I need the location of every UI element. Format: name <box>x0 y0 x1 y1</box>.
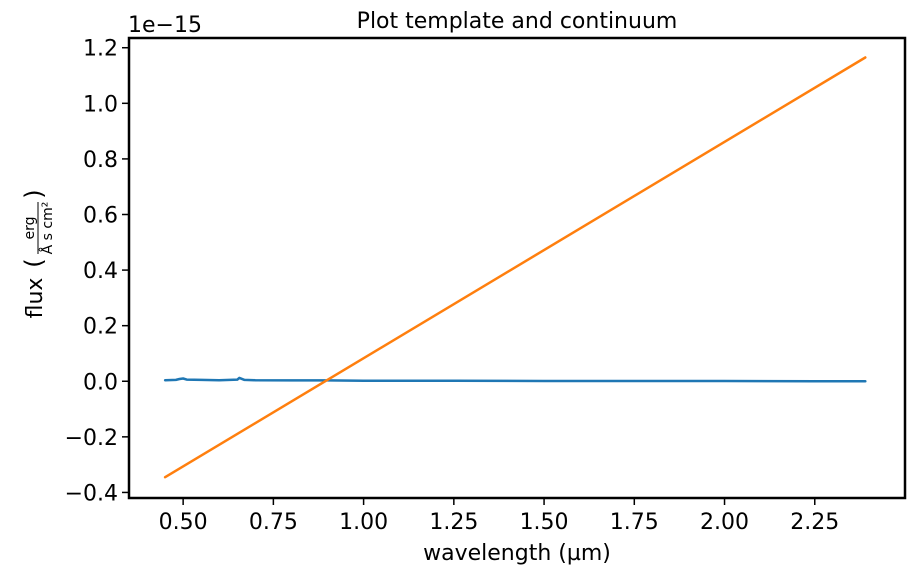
y-tick-label: 0.4 <box>83 259 118 284</box>
y-tick-label: 0.0 <box>83 370 118 395</box>
y-axis-label-text: flux <box>23 278 48 319</box>
x-tick-label: 2.00 <box>700 510 749 535</box>
y-axis-unit-denominator: Å s cm² <box>39 202 56 255</box>
x-tick-label: 1.25 <box>429 510 478 535</box>
y-tick-label: −0.2 <box>65 426 118 451</box>
x-axis-ticks: 0.50 0.75 1.00 1.25 1.50 1.75 2.00 2.25 <box>159 498 839 535</box>
plot-area-frame <box>127 36 907 500</box>
y-tick-label: 0.8 <box>83 148 118 173</box>
chart-title: Plot template and continuum <box>357 9 678 34</box>
y-tick-label: 1.0 <box>83 92 118 117</box>
x-tick-label: 2.25 <box>790 510 839 535</box>
series-line-2 <box>163 56 867 479</box>
x-tick-label: 1.50 <box>520 510 569 535</box>
y-tick-label: 0.2 <box>83 315 118 340</box>
y-axis-ticks: −0.4 −0.2 0.0 0.2 0.4 0.6 0.8 1.0 1.2 <box>65 37 129 506</box>
offset-text: 1e−15 <box>128 13 202 38</box>
x-tick-label: 0.75 <box>249 510 298 535</box>
x-axis-label: wavelength (µm) <box>423 541 611 566</box>
chart-series <box>163 56 867 479</box>
y-axis-unit-numerator: erg <box>22 216 38 239</box>
y-tick-label: 1.2 <box>83 37 118 62</box>
x-tick-label: 0.50 <box>159 510 208 535</box>
y-tick-label: 0.6 <box>83 203 118 228</box>
y-tick-label: −0.4 <box>65 481 118 506</box>
x-tick-label: 1.00 <box>339 510 388 535</box>
y-axis-label: flux ( erg Å s cm² ) <box>20 189 56 318</box>
series-line-1 <box>163 376 867 383</box>
y-axis-label-close-paren: ) <box>20 189 48 198</box>
y-axis-label-open-paren: ( <box>20 258 48 267</box>
x-tick-label: 1.75 <box>610 510 659 535</box>
